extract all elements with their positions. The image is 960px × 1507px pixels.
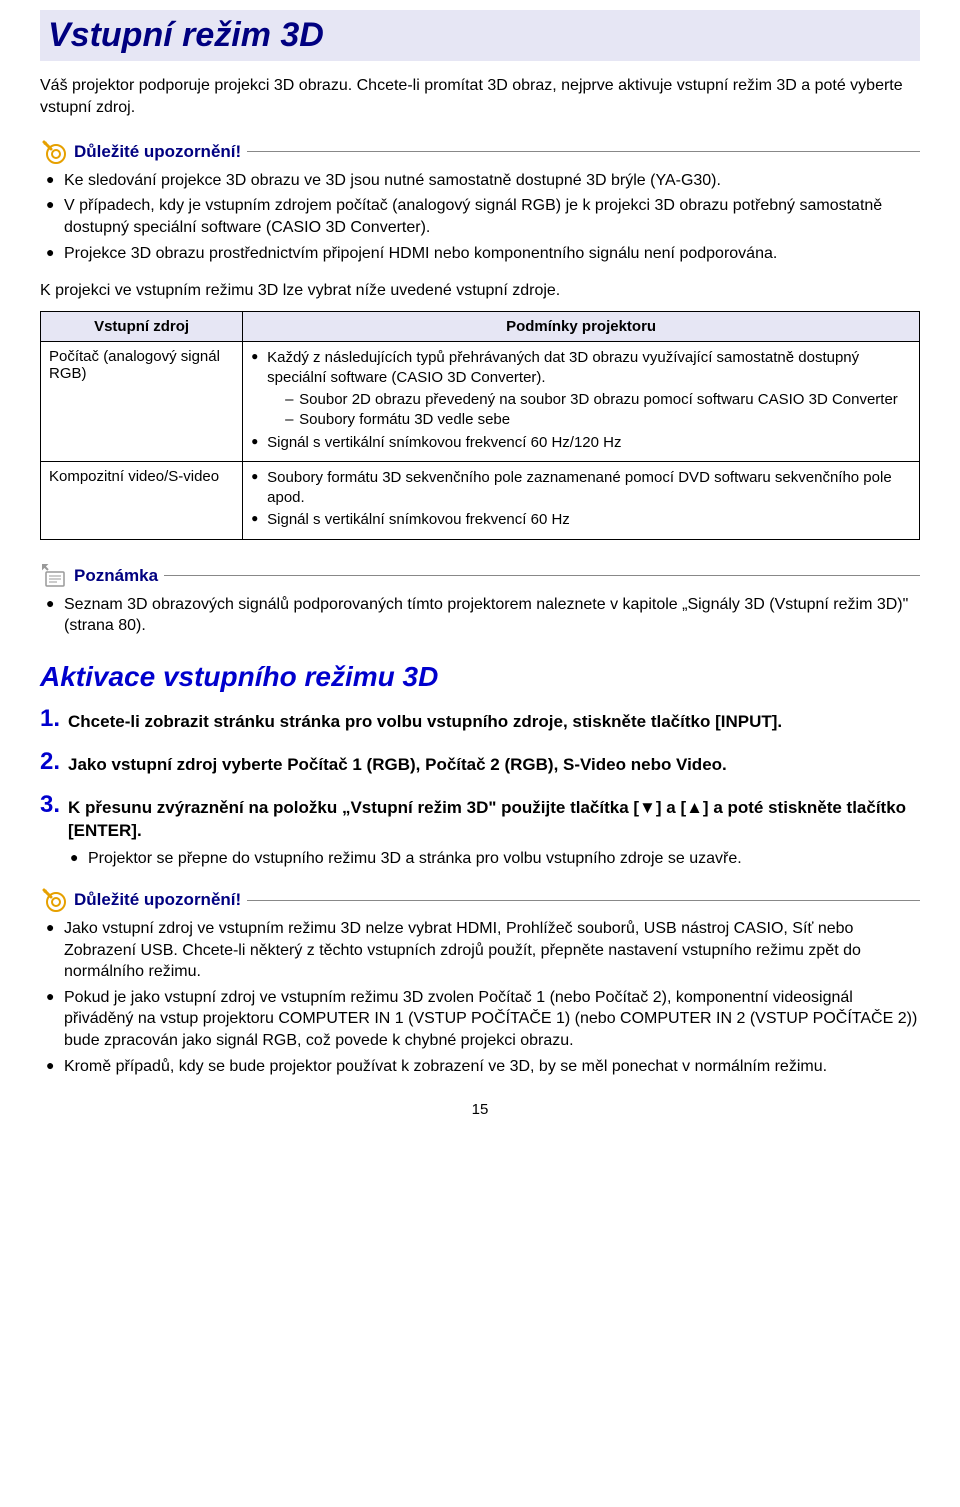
condition-item: Každý z následujících typů přehrávaných … — [251, 348, 911, 431]
condition-subitem: Soubory formátu 3D vedle sebe — [285, 410, 911, 430]
step-item: 3. K přesunu zvýraznění na položku „Vstu… — [40, 793, 920, 870]
table-row: Kompozitní video/S-video Soubory formátu… — [41, 461, 920, 539]
table-cell-source: Počítač (analogový signál RGB) — [41, 341, 243, 461]
step-number: 3. — [40, 793, 60, 817]
step-text: K přesunu zvýraznění na položku „Vstupní… — [68, 793, 920, 843]
callout-divider — [247, 151, 920, 152]
condition-item: Signál s vertikální snímkovou frekvencí … — [251, 433, 911, 453]
important-callout-2: Důležité upozornění! Jako vstupní zdroj … — [40, 886, 920, 1077]
condition-subitem: Soubor 2D obrazu převedený na soubor 3D … — [285, 390, 911, 410]
callout-title: Poznámka — [74, 566, 158, 586]
page-number: 15 — [40, 1101, 920, 1118]
intro-paragraph: Váš projektor podporuje projekci 3D obra… — [40, 75, 920, 120]
warning-list: Ke sledování projekce 3D obrazu ve 3D js… — [40, 170, 920, 264]
step-sub-item: Projektor se přepne do vstupního režimu … — [70, 848, 920, 870]
callout-divider — [247, 900, 920, 901]
table-cell-source: Kompozitní video/S-video — [41, 461, 243, 539]
important-callout-1: Důležité upozornění! Ke sledování projek… — [40, 138, 920, 264]
callout-header: Důležité upozornění! — [40, 886, 920, 914]
condition-item: Soubory formátu 3D sekvenčního pole zazn… — [251, 468, 911, 509]
title-banner: Vstupní režim 3D — [40, 10, 920, 61]
table-header: Podmínky projektoru — [243, 311, 920, 341]
table-cell-conditions: Každý z následujících typů přehrávaných … — [243, 341, 920, 461]
pointing-hand-icon — [40, 138, 68, 166]
condition-item: Signál s vertikální snímkovou frekvencí … — [251, 510, 911, 530]
callout-header: Důležité upozornění! — [40, 138, 920, 166]
step-number: 2. — [40, 750, 60, 774]
step-number: 1. — [40, 707, 60, 731]
step-text: Jako vstupní zdroj vyberte Počítač 1 (RG… — [68, 750, 727, 777]
callout-title: Důležité upozornění! — [74, 142, 241, 162]
warning-item: Projekce 3D obrazu prostřednictvím připo… — [44, 243, 920, 265]
callout-title: Důležité upozornění! — [74, 890, 241, 910]
step-item: 1. Chcete-li zobrazit stránku stránka pr… — [40, 707, 920, 734]
warning-item: V případech, kdy je vstupním zdrojem poč… — [44, 195, 920, 238]
note-callout: Poznámka Seznam 3D obrazových signálů po… — [40, 562, 920, 637]
page-title: Vstupní režim 3D — [48, 16, 912, 55]
pencil-note-icon — [40, 562, 68, 590]
note-item: Seznam 3D obrazových signálů podporovaný… — [44, 594, 920, 637]
section-heading: Aktivace vstupního režimu 3D — [40, 661, 920, 693]
pointing-hand-icon — [40, 886, 68, 914]
table-cell-conditions: Soubory formátu 3D sekvenčního pole zazn… — [243, 461, 920, 539]
table-row: Počítač (analogový signál RGB) Každý z n… — [41, 341, 920, 461]
page-root: Vstupní režim 3D Váš projektor podporuje… — [0, 0, 960, 1148]
input-source-table: Vstupní zdroj Podmínky projektoru Počíta… — [40, 311, 920, 540]
warning-list: Jako vstupní zdroj ve vstupním režimu 3D… — [40, 918, 920, 1077]
note-list: Seznam 3D obrazových signálů podporovaný… — [40, 594, 920, 637]
warning-item: Jako vstupní zdroj ve vstupním režimu 3D… — [44, 918, 920, 983]
warning-item: Pokud je jako vstupní zdroj ve vstupním … — [44, 987, 920, 1052]
callout-header: Poznámka — [40, 562, 920, 590]
warning-item: Kromě případů, kdy se bude projektor pou… — [44, 1056, 920, 1078]
table-intro: K projekci ve vstupním režimu 3D lze vyb… — [40, 280, 920, 302]
step-text: Chcete-li zobrazit stránku stránka pro v… — [68, 707, 782, 734]
steps-list: 1. Chcete-li zobrazit stránku stránka pr… — [40, 707, 920, 870]
table-header: Vstupní zdroj — [41, 311, 243, 341]
step-sub-list: Projektor se přepne do vstupního režimu … — [40, 848, 920, 870]
warning-item: Ke sledování projekce 3D obrazu ve 3D js… — [44, 170, 920, 192]
step-item: 2. Jako vstupní zdroj vyberte Počítač 1 … — [40, 750, 920, 777]
callout-divider — [164, 575, 920, 576]
